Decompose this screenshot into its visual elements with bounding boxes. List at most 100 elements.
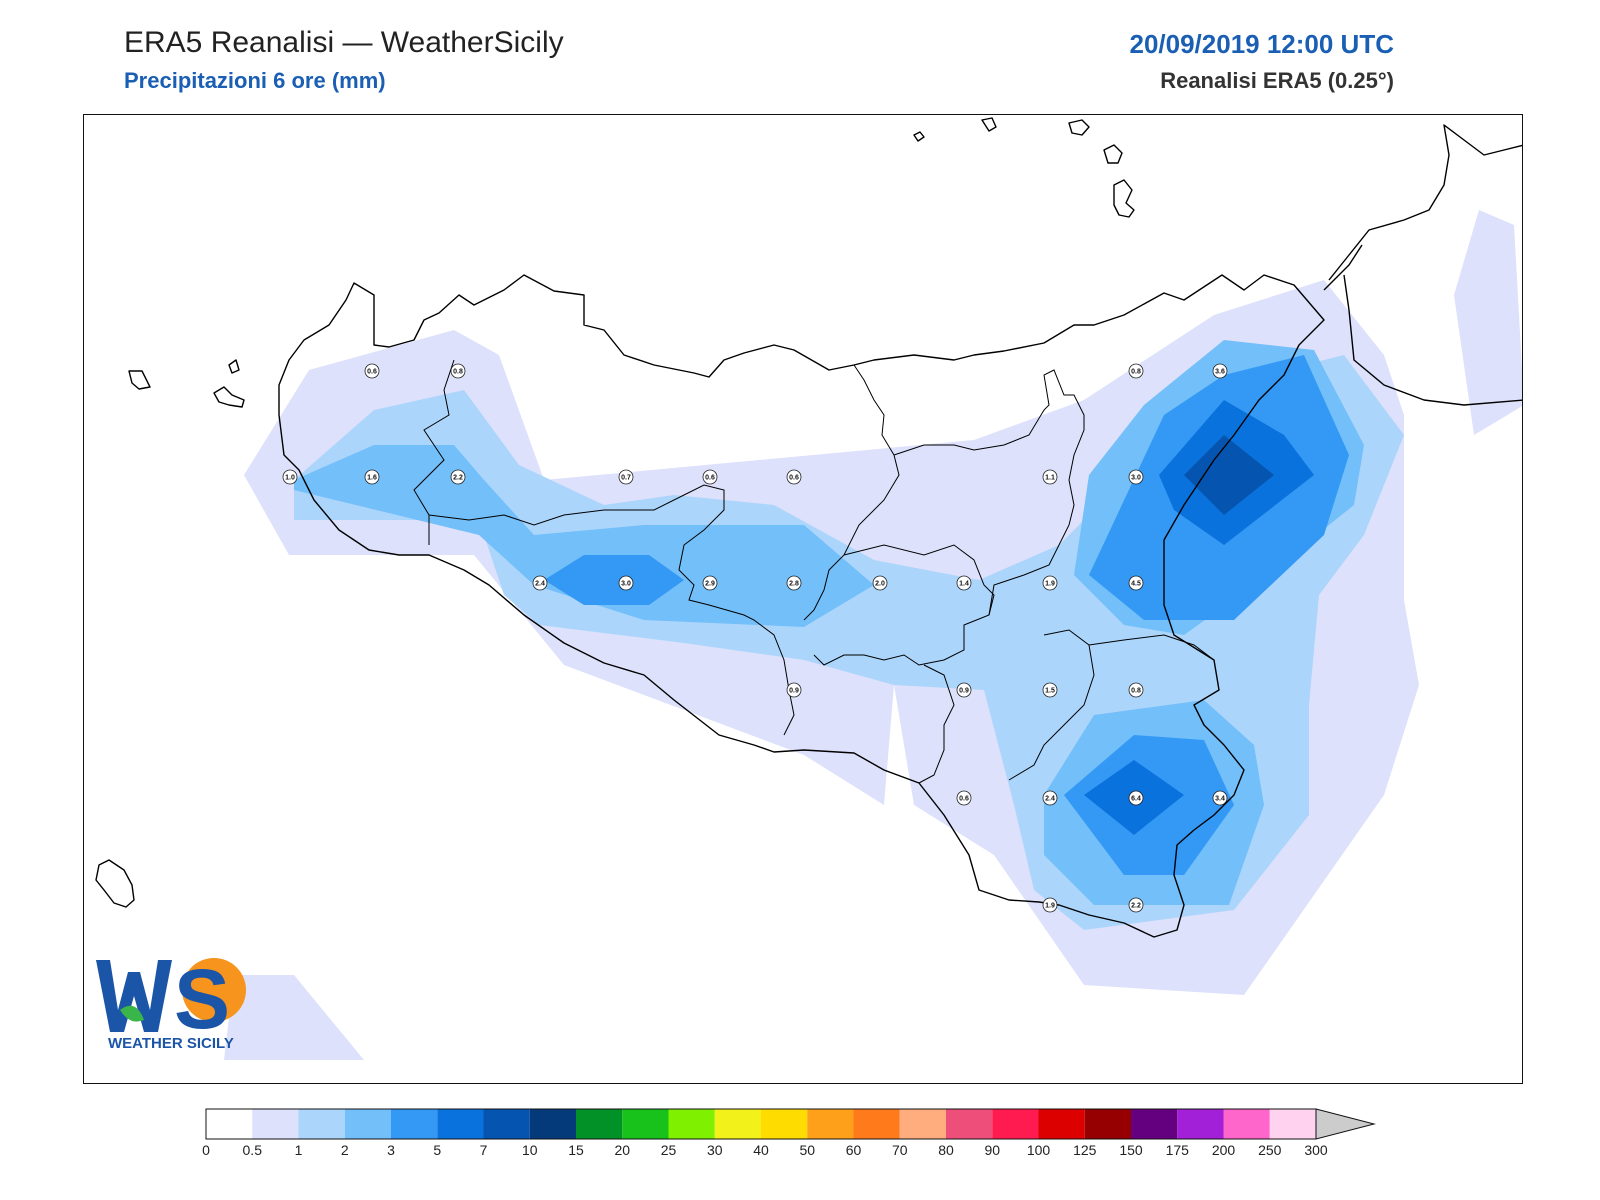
- colorbar-tick-label: 50: [799, 1142, 816, 1158]
- colorbar-tick-label: 300: [1304, 1142, 1328, 1158]
- weather-sicily-logo: S WEATHER SICILY: [96, 952, 246, 1052]
- colorbar-swatch: [853, 1109, 900, 1139]
- colorbar-tick-label: 0: [202, 1142, 210, 1158]
- province-border-palermo-agrigento: [428, 484, 795, 736]
- station-value: 0.6: [705, 475, 715, 482]
- pantelleria: [95, 859, 135, 908]
- station-marker: 0.7: [618, 469, 634, 485]
- station-circle: [1042, 469, 1058, 485]
- station-circle: [1128, 469, 1144, 485]
- colorbar-tick-label: 70: [891, 1142, 908, 1158]
- station-marker: 1.1: [1042, 469, 1058, 485]
- station-circle: [618, 575, 634, 591]
- station-value: 0.8: [1131, 369, 1141, 376]
- station-marker: 1.4: [956, 575, 972, 591]
- station-marker: 3.0: [1128, 469, 1144, 485]
- station-value: 2.2: [1131, 903, 1141, 910]
- station-value: 2.9: [705, 581, 715, 588]
- precip-band-7-10: [1184, 435, 1274, 515]
- station-value: 1.1: [1045, 475, 1055, 482]
- station-circle: [1042, 575, 1058, 591]
- colorbar-tick-label: 90: [984, 1142, 1001, 1158]
- station-marker: 1.9: [1042, 575, 1058, 591]
- station-circle: [532, 575, 548, 591]
- calabria-coastline: [1328, 124, 1522, 406]
- station-value: 2.0: [875, 581, 885, 588]
- province-border-trapani: [413, 359, 455, 545]
- station-circle: [1128, 897, 1144, 913]
- station-circle: [1042, 790, 1058, 806]
- station-marker: 3.4: [1212, 790, 1228, 806]
- favignana: [213, 386, 245, 408]
- colorbar-legend: 0 0.5 1 2 3 5 7 10 15 20 25 30 40 50 60 70 80 90 100 125 150…: [202, 1108, 1405, 1178]
- colorbar-tick-label: 60: [845, 1142, 862, 1158]
- station-circle: [786, 682, 802, 698]
- station-marker: 0.6: [364, 363, 380, 379]
- station-value: 3.6: [1215, 369, 1225, 376]
- colorbar-tick-label: 25: [660, 1142, 677, 1158]
- station-marker: 0.6: [956, 790, 972, 806]
- province-border-palermo-messina: [803, 364, 900, 621]
- colorbar-tick-label: 150: [1119, 1142, 1143, 1158]
- station-circle: [872, 575, 888, 591]
- colorbar-tick-label: 30: [706, 1142, 723, 1158]
- station-marker: 0.9: [956, 682, 972, 698]
- station-circle: [1128, 790, 1144, 806]
- colorbar-swatch: [529, 1109, 576, 1139]
- colorbar: [205, 1108, 1376, 1140]
- coastline-layer: [95, 117, 1522, 938]
- colorbar-swatch: [391, 1109, 438, 1139]
- map-title: ERA5 Reanalisi — WeatherSicily: [124, 26, 564, 59]
- colorbar-extension-arrow: [1315, 1108, 1376, 1140]
- station-value: 2.4: [1045, 796, 1055, 803]
- station-marker: 3.0: [618, 575, 634, 591]
- station-value: 1.4: [959, 581, 969, 588]
- data-source: Reanalisi ERA5 (0.25°): [1160, 68, 1394, 93]
- station-value: 0.9: [959, 688, 969, 695]
- station-circle: [702, 575, 718, 591]
- station-value: 1.5: [1045, 688, 1055, 695]
- province-border-enna: [813, 544, 995, 666]
- station-circle: [450, 363, 466, 379]
- station-circle: [956, 575, 972, 591]
- ustica: [913, 131, 925, 142]
- colorbar-swatch: [437, 1109, 484, 1139]
- station-value: 4.5: [1131, 581, 1141, 588]
- alicudi: [981, 117, 997, 132]
- colorbar-swatch: [992, 1109, 1039, 1139]
- station-circle: [786, 575, 802, 591]
- colorbar-tick-label: 200: [1211, 1142, 1236, 1158]
- station-marker: 1.0: [282, 469, 298, 485]
- colorbar-tick-label: 175: [1165, 1142, 1189, 1158]
- logo-s-mark: S: [174, 952, 230, 1046]
- colorbar-swatch: [1269, 1109, 1316, 1139]
- colorbar-swatch: [298, 1109, 345, 1139]
- colorbar-swatch: [1131, 1109, 1178, 1139]
- station-circle: [1212, 790, 1228, 806]
- station-value: 1.9: [1045, 581, 1055, 588]
- colorbar-swatch: [714, 1109, 761, 1139]
- marettimo: [128, 370, 151, 390]
- lipari-vulcano: [1113, 179, 1135, 218]
- station-marker: 1.6: [364, 469, 380, 485]
- valid-datetime: 20/09/2019 12:00 UTC: [1129, 29, 1394, 59]
- filicudi: [1068, 119, 1090, 136]
- station-marker: 2.4: [1042, 790, 1058, 806]
- station-circle: [282, 469, 298, 485]
- colorbar-swatch: [1177, 1109, 1224, 1139]
- station-marker: 1.9: [1042, 897, 1058, 913]
- precip-band-2-3: [294, 445, 874, 627]
- calabria-tip: [1323, 244, 1363, 291]
- station-value: 2.2: [453, 475, 463, 482]
- station-value: 0.9: [789, 688, 799, 695]
- station-value: 0.6: [959, 796, 969, 803]
- station-marker: 0.8: [1128, 682, 1144, 698]
- station-marker: 2.2: [1128, 897, 1144, 913]
- precipitation-map: 0.6 0.8 1.0 1.6 2.2 0.7 0.6 0.6 2.4 3.0 2.9 2.8 2.0 1…: [83, 114, 1523, 1084]
- station-marker: 2.8: [786, 575, 802, 591]
- station-marker: 2.0: [872, 575, 888, 591]
- station-markers: 0.6 0.8 1.0 1.6 2.2 0.7 0.6 0.6 2.4 3.0 2.9 2.8 2.0 1…: [282, 363, 1228, 913]
- map-canvas: 0.6 0.8 1.0 1.6 2.2 0.7 0.6 0.6 2.4 3.0 2.9 2.8 2.0 1…: [95, 117, 1522, 1060]
- station-circle: [618, 469, 634, 485]
- station-marker: 4.5: [1128, 575, 1144, 591]
